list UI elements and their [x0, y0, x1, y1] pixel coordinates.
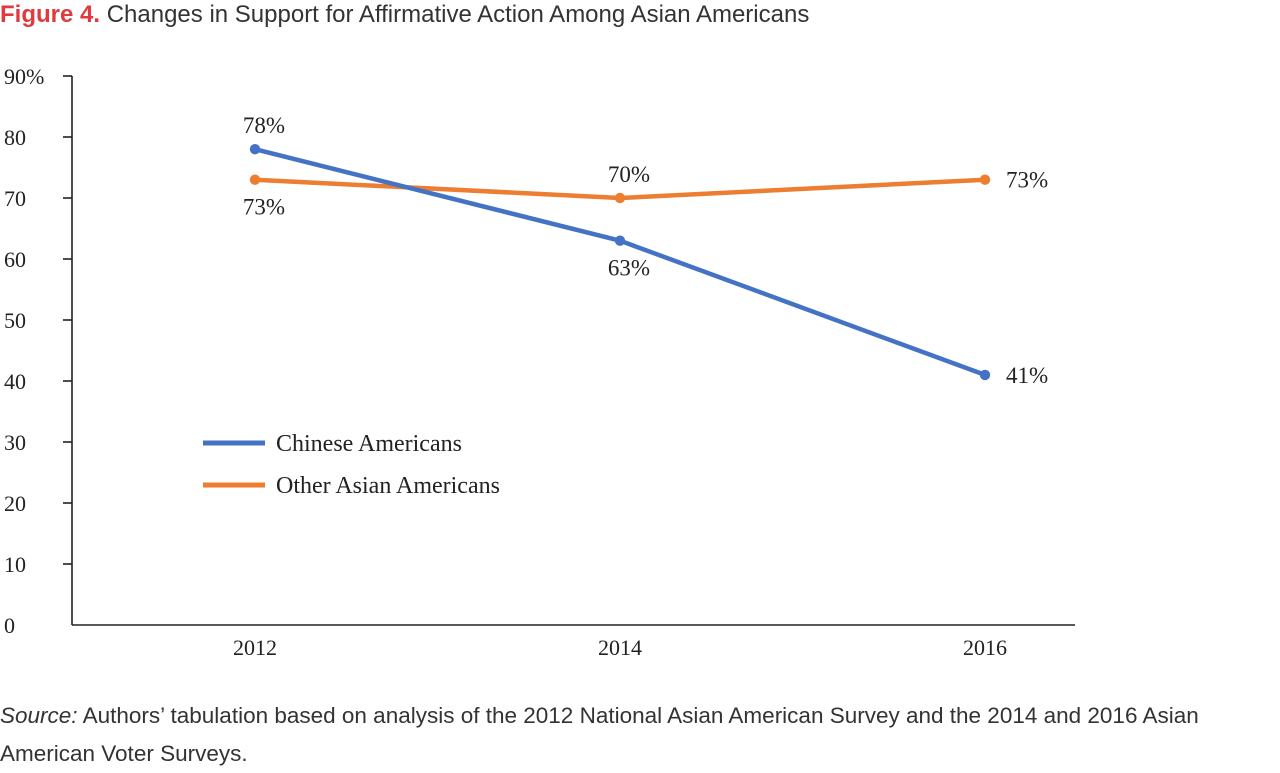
source-note: Source: Authors’ tabulation based on ana…	[0, 697, 1280, 773]
y-tick-label: 30	[4, 430, 26, 455]
data-label: 78%	[243, 113, 285, 138]
source-text: Authors’ tabulation based on analysis of…	[0, 703, 1199, 766]
legend-label: Other Asian Americans	[276, 473, 500, 499]
data-label: 70%	[608, 162, 650, 187]
data-point	[979, 174, 991, 185]
line-chart: 0 10 20 30 40 50 60 70 80 90% 2012 2014 2016 78% 63% 4…	[4, 64, 1075, 660]
y-tick-label: 70	[4, 186, 26, 211]
y-tick-label: 80	[4, 125, 26, 150]
data-point	[249, 174, 261, 185]
y-tick-label: 0	[4, 613, 15, 638]
data-point	[249, 144, 261, 155]
source-label: Source:	[0, 703, 78, 728]
x-tick-label: 2016	[963, 635, 1007, 660]
chart-axes: 0 10 20 30 40 50 60 70 80 90% 2012 2014 2016	[4, 64, 1075, 660]
data-label: 63%	[608, 256, 650, 281]
data-label: 73%	[1006, 168, 1048, 193]
y-tick-label: 10	[4, 552, 26, 577]
figure-number: Figure 4.	[0, 1, 101, 28]
data-point	[614, 235, 626, 246]
data-point	[979, 369, 991, 381]
data-point	[614, 192, 626, 204]
y-tick-label: 20	[4, 491, 26, 516]
y-tick-label: 50	[4, 308, 26, 333]
data-label: 73%	[243, 195, 285, 220]
y-tick-label: 60	[4, 247, 26, 272]
chart-legend: Chinese Americans Other Asian Americans	[203, 431, 500, 499]
legend-label: Chinese Americans	[276, 431, 462, 457]
figure-title-text: Changes in Support for Affirmative Actio…	[106, 1, 810, 28]
y-tick-label: 40	[4, 369, 26, 394]
chart-series	[249, 144, 991, 381]
figure-title: Figure 4. Changes in Support for Affirma…	[0, 0, 809, 32]
data-label: 41%	[1006, 363, 1048, 388]
chart-data-labels: 78% 63% 41% 73% 70% 73%	[243, 113, 1048, 388]
x-tick-label: 2014	[598, 635, 642, 660]
x-tick-label: 2012	[233, 635, 277, 660]
y-tick-label: 90%	[4, 64, 44, 89]
